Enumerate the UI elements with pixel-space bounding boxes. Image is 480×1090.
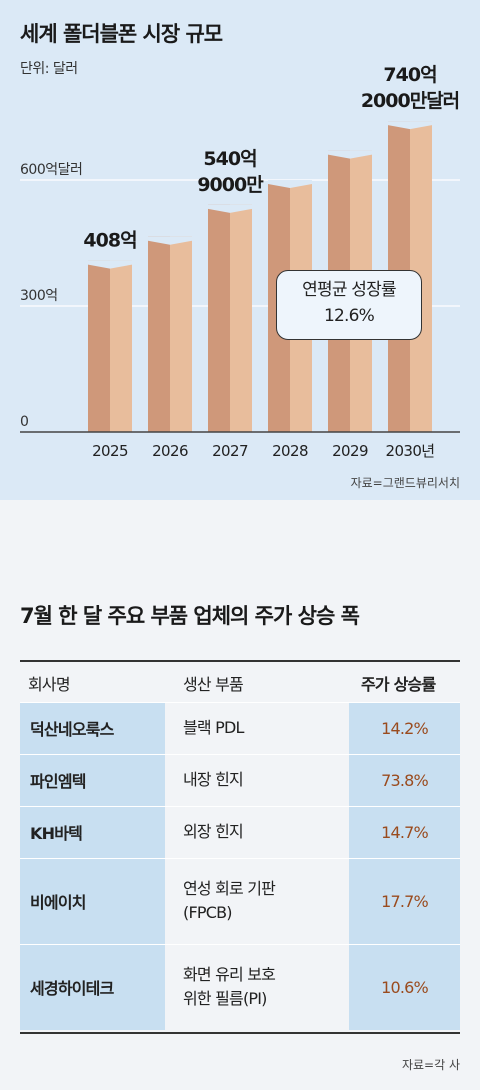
table-header-row: 회사명 생산 부품 주가 상승률 (20, 664, 460, 702)
data-label: 9000만 (197, 174, 264, 196)
market-size-chart: 세계 폴더블폰 시장 규모 단위: 달러 0 300억 600억달러 2025 2026… (0, 0, 480, 500)
table-row: 덕산네오룩스 블랙 PDL 14.2% (20, 701, 460, 754)
growth-label: 연평균 성장률 (302, 280, 396, 300)
x-tick-label: 2028 (272, 442, 308, 460)
bar (148, 236, 192, 432)
rate-cell: 17.7% (349, 857, 460, 944)
growth-value: 12.6% (323, 306, 375, 326)
bar-top-cut-right (110, 260, 132, 269)
table-row: KH바텍 외장 힌지 14.7% (20, 805, 460, 858)
data-label: 2000만달러 (361, 90, 459, 112)
bar-top-cut-left (88, 260, 110, 269)
x-tick-label: 2027 (212, 442, 248, 460)
bar-top-cut-right (230, 204, 252, 213)
table-row: 비에이치 연성 회로 기판 (FPCB) 17.7% (20, 857, 460, 944)
part-line: 화면 유리 보호 (183, 965, 276, 985)
bar-left-face (148, 236, 170, 432)
rate-cell: 10.6% (349, 943, 460, 1030)
x-tick-label: 2030년 (386, 442, 435, 460)
company-cell: 비에이치 (20, 857, 165, 944)
bar-top-cut-left (388, 121, 410, 130)
rate-cell: 73.8% (349, 753, 460, 806)
bar (88, 260, 132, 432)
bar-left-face (88, 260, 110, 432)
part-cell: 화면 유리 보호 위한 필름(PI) (165, 943, 349, 1030)
bar-top-cut-left (328, 150, 350, 159)
y-tick-label: 0 (20, 414, 28, 430)
data-label: 540억 (203, 148, 256, 170)
part-line: 위한 필름(PI) (183, 989, 267, 1009)
bar-chart-svg: 0 300억 600억달러 2025 2026 2027 2028 2029 2030년 408억… (20, 64, 460, 460)
bar-top-cut-right (170, 236, 192, 245)
table-top-rule (20, 660, 460, 662)
table-row: 파인엠텍 내장 힌지 73.8% (20, 753, 460, 806)
bar-top-cut-left (268, 180, 290, 188)
bar (208, 204, 252, 432)
y-tick-label: 300억 (20, 288, 58, 304)
y-tick-label: 600억달러 (20, 162, 82, 178)
header-company: 회사명 (28, 674, 71, 694)
data-label: 408억 (83, 230, 136, 252)
table-title: 7월 한 달 주요 부품 업체의 주가 상승 폭 (20, 604, 360, 628)
part-line: 연성 회로 기판 (183, 879, 276, 898)
company-cell: 덕산네오룩스 (20, 701, 165, 754)
company-cell: 파인엠텍 (20, 753, 165, 806)
header-part: 생산 부품 (183, 674, 244, 694)
bar-right-face (230, 204, 252, 432)
rate-cell: 14.7% (349, 805, 460, 858)
part-cell: 내장 힌지 (165, 753, 349, 806)
data-label: 740억 (383, 64, 436, 86)
part-line: (FPCB) (183, 903, 232, 922)
bar-top-cut-left (208, 204, 230, 213)
rate-cell: 14.2% (349, 701, 460, 754)
table-source: 자료=각 사 (401, 1058, 460, 1072)
chart-source: 자료=그랜드뷰리서치 (350, 476, 460, 490)
table-row: 세경하이테크 화면 유리 보호 위한 필름(PI) 10.6% (20, 943, 460, 1030)
bar-top-cut-right (290, 180, 312, 188)
bar-top-cut-right (410, 121, 432, 130)
part-cell: 블랙 PDL (165, 701, 349, 754)
part-line: 내장 힌지 (183, 770, 244, 789)
stock-table-section: 7월 한 달 주요 부품 업체의 주가 상승 폭 회사명 생산 부품 주가 상승… (0, 530, 480, 1090)
company-cell: 세경하이테크 (20, 943, 165, 1030)
x-tick-label: 2026 (152, 442, 188, 460)
growth-callout: 연평균 성장률 12.6% (276, 270, 422, 340)
header-rate: 주가 상승률 (361, 674, 436, 694)
part-cell: 연성 회로 기판 (FPCB) (165, 857, 349, 944)
x-tick-label: 2029 (332, 442, 368, 460)
bar-top-cut-right (350, 150, 372, 159)
chart-unit: 단위: 달러 (20, 61, 78, 77)
bar-top-cut-left (148, 236, 170, 245)
bar-right-face (170, 236, 192, 432)
part-line: 블랙 PDL (183, 718, 244, 737)
stock-table: 회사명 생산 부품 주가 상승률 덕산네오룩스 블랙 PDL 14.2% 파인엠… (20, 664, 460, 1030)
part-cell: 외장 힌지 (165, 805, 349, 858)
x-tick-label: 2025 (92, 442, 128, 460)
part-line: 외장 힌지 (183, 822, 244, 841)
table-bottom-rule (20, 1032, 460, 1034)
chart-title: 세계 폴더블폰 시장 규모 (20, 22, 223, 46)
bar-left-face (208, 204, 230, 432)
bar-right-face (110, 260, 132, 432)
company-cell: KH바텍 (20, 805, 165, 858)
